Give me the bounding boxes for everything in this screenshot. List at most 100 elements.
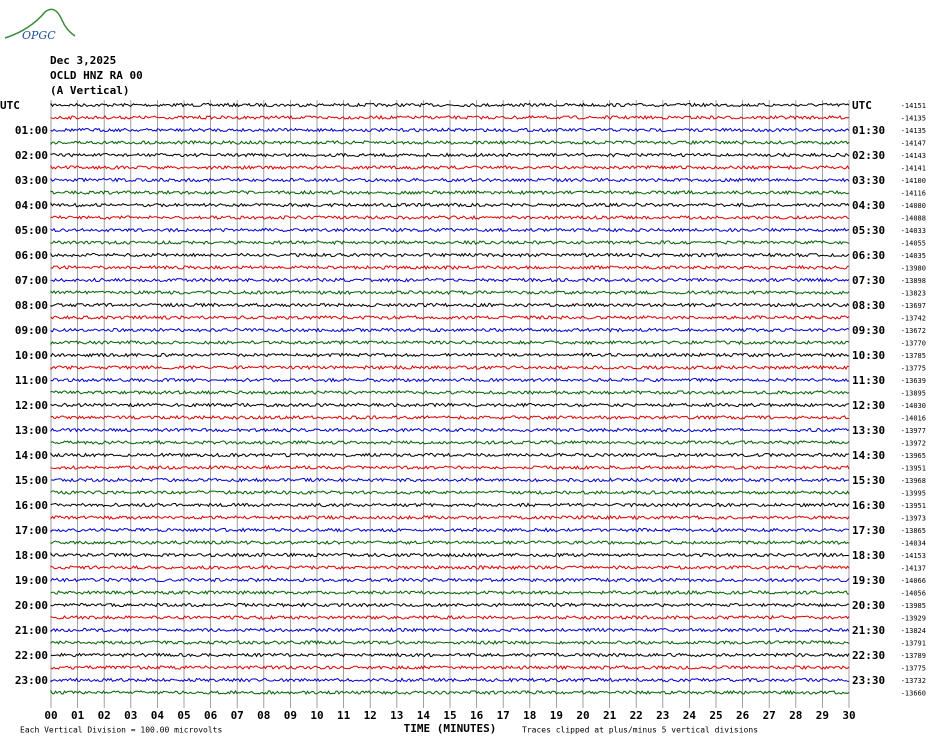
- offset-label: -13742: [901, 315, 926, 323]
- x-tick-label: 11: [337, 709, 351, 722]
- left-label: 18:00: [15, 549, 48, 562]
- x-tick-label: 12: [364, 709, 377, 722]
- offset-label: -13951: [901, 465, 926, 473]
- offset-label: -14033: [901, 227, 926, 235]
- left-label: 06:00: [15, 249, 48, 262]
- right-label: 21:30: [852, 624, 885, 637]
- right-label: 01:30: [852, 124, 885, 137]
- offset-label: -13775: [901, 365, 926, 373]
- trace: [50, 627, 850, 633]
- offset-label: -14066: [901, 577, 926, 585]
- offset-label: -14055: [901, 240, 926, 248]
- x-tick-label: 13: [390, 709, 403, 722]
- left-label: 07:00: [15, 274, 48, 287]
- trace: [50, 177, 850, 183]
- offset-label: -14100: [901, 177, 926, 185]
- x-tick-label: 17: [497, 709, 510, 722]
- x-tick-label: 00: [44, 709, 57, 722]
- offset-label: -13672: [901, 327, 926, 335]
- trace: [50, 489, 850, 495]
- trace: [50, 302, 850, 308]
- left-label: 22:00: [15, 649, 48, 662]
- trace: [50, 414, 850, 421]
- right-label: 22:30: [852, 649, 885, 662]
- offset-label: -13929: [901, 615, 926, 623]
- trace: [50, 264, 849, 271]
- x-tick-label: 26: [736, 709, 750, 722]
- x-tick-label: 29: [816, 709, 829, 722]
- offset-label: -14141: [901, 165, 926, 173]
- right-label: UTC: [852, 99, 872, 112]
- x-tick-label: 30: [842, 709, 855, 722]
- offset-label: -13968: [901, 477, 926, 485]
- x-tick-label: 21: [603, 709, 617, 722]
- offset-label: -13732: [901, 677, 926, 685]
- trace: [50, 352, 850, 358]
- x-tick-label: 09: [284, 709, 297, 722]
- trace: [50, 277, 850, 283]
- offset-label: -13791: [901, 640, 926, 648]
- offset-label: -14056: [901, 590, 926, 598]
- offset-label: -14151: [901, 102, 926, 110]
- right-label: 23:30: [852, 674, 885, 687]
- right-label: 06:30: [852, 249, 885, 262]
- trace: [50, 389, 850, 395]
- left-label: 05:00: [15, 224, 48, 237]
- offset-label: -13824: [901, 627, 926, 635]
- offset-label: -14030: [901, 402, 926, 410]
- trace: [51, 477, 850, 483]
- offset-label: -14035: [901, 252, 926, 260]
- trace: [50, 227, 850, 233]
- right-label: 08:30: [852, 299, 885, 312]
- offset-label: -13980: [901, 265, 926, 273]
- trace: [50, 677, 850, 683]
- left-label: 08:00: [15, 299, 48, 312]
- x-tick-label: 19: [550, 709, 563, 722]
- trace: [50, 252, 850, 258]
- offset-label: -13660: [901, 690, 926, 698]
- offset-label: -13895: [901, 390, 926, 398]
- right-label: 16:30: [852, 499, 885, 512]
- right-label: 13:30: [852, 424, 885, 437]
- left-label: 10:00: [15, 349, 48, 362]
- offset-label: -13639: [901, 377, 926, 385]
- x-tick-label: 25: [709, 709, 722, 722]
- footer-left: Each Vertical Division = 100.00 microvol…: [20, 726, 222, 735]
- trace: [50, 214, 850, 220]
- left-label: 09:00: [15, 324, 48, 337]
- trace: [50, 589, 850, 596]
- trace: [50, 377, 850, 383]
- offset-label: -13898: [901, 277, 926, 285]
- trace: [50, 152, 850, 158]
- x-tick-label: 01: [71, 709, 85, 722]
- trace: [50, 639, 850, 645]
- x-tick-label: 04: [151, 709, 165, 722]
- trace: [50, 402, 850, 408]
- trace: [50, 577, 850, 583]
- x-tick-label: 23: [656, 709, 669, 722]
- offset-label: -13995: [901, 490, 926, 498]
- right-label: 12:30: [852, 399, 885, 412]
- right-label: 05:30: [852, 224, 885, 237]
- trace: [50, 364, 850, 371]
- x-axis-label: TIME (MINUTES): [404, 722, 497, 735]
- trace: [50, 114, 850, 121]
- offset-label: -13977: [901, 427, 926, 435]
- trace: [50, 189, 850, 196]
- trace: [50, 464, 850, 471]
- title-line: Dec 3,2025: [50, 54, 116, 67]
- right-label: 18:30: [852, 549, 885, 562]
- trace: [50, 652, 850, 658]
- trace: [50, 439, 850, 446]
- offset-label: -14080: [901, 202, 926, 210]
- offset-label: -13823: [901, 290, 926, 298]
- trace: [50, 689, 850, 696]
- offset-label: -14143: [901, 152, 926, 160]
- x-tick-label: 22: [630, 709, 643, 722]
- offset-label: -13973: [901, 515, 926, 523]
- left-label: 03:00: [15, 174, 48, 187]
- trace: [50, 614, 850, 621]
- right-label: 19:30: [852, 574, 885, 587]
- footer-right: Traces clipped at plus/minus 5 vertical …: [522, 726, 758, 735]
